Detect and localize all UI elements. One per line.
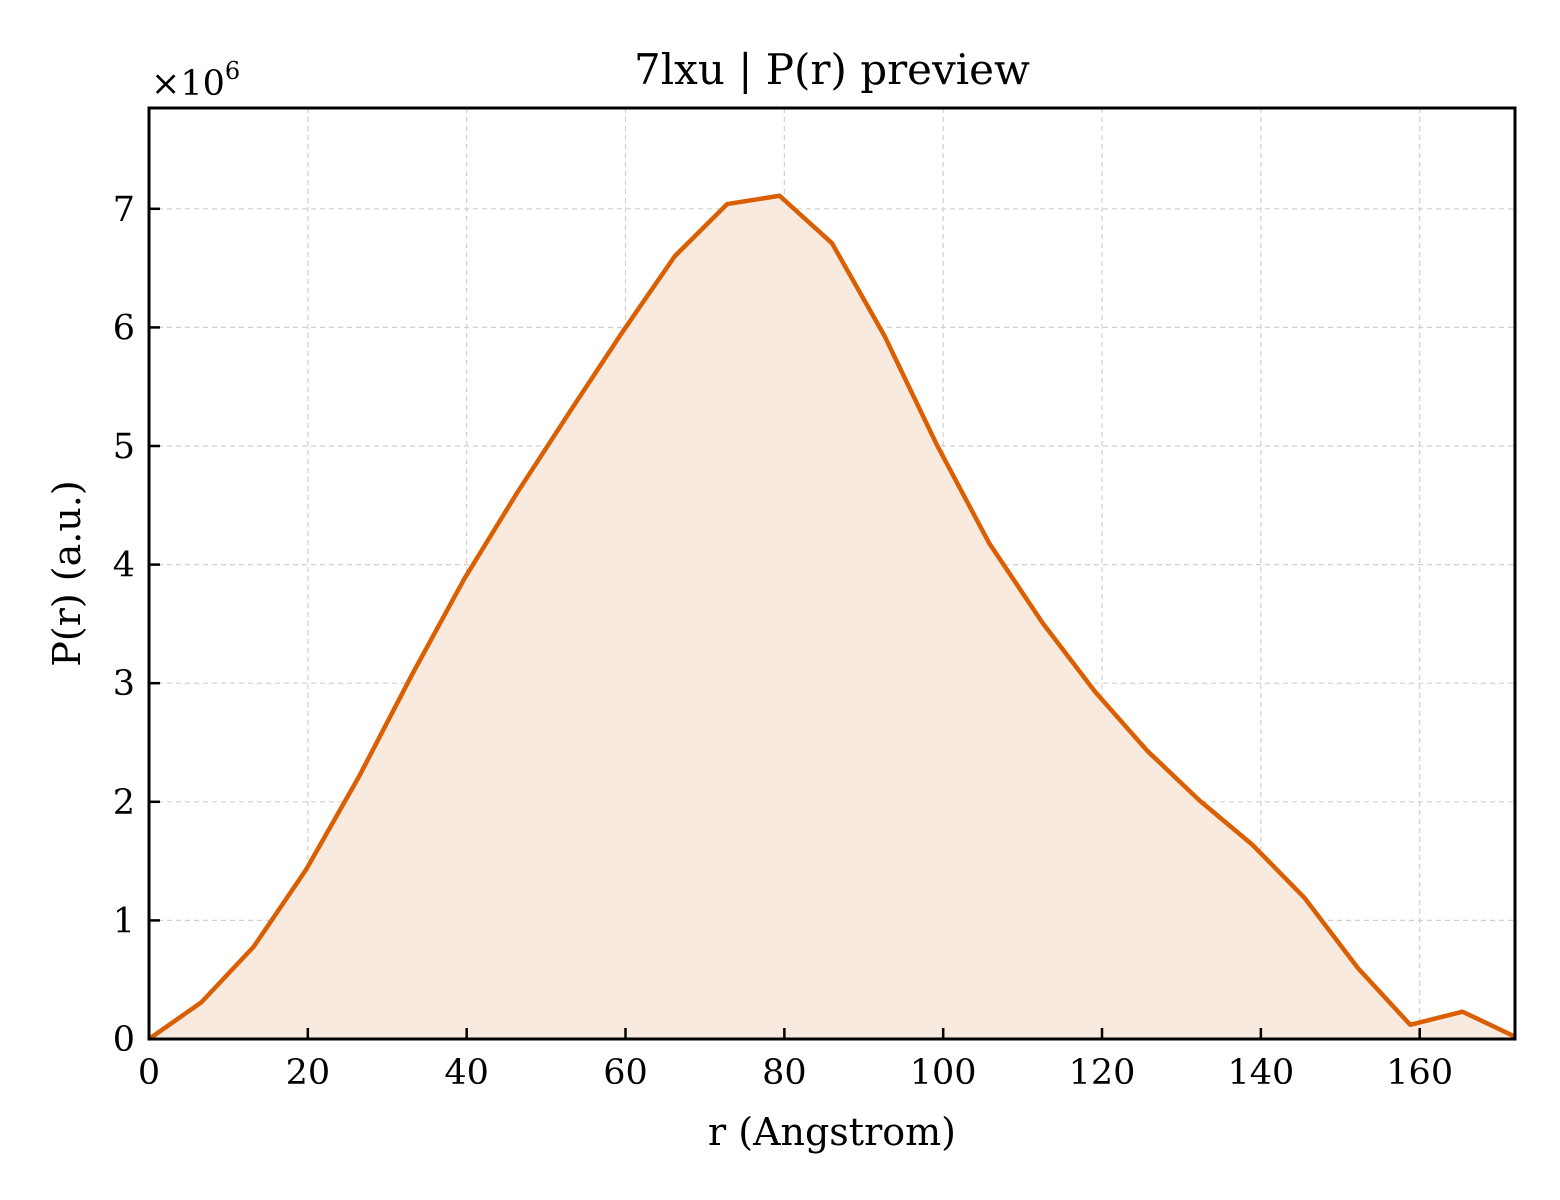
x-axis-label: r (Angstrom) — [708, 1110, 956, 1154]
pr-area-fill — [149, 195, 1515, 1039]
y-tick-label: 3 — [113, 664, 135, 704]
x-tick-label: 20 — [286, 1053, 331, 1093]
y-axis-multiplier-base: ×10 — [151, 64, 225, 104]
y-axis-label: P(r) (a.u.) — [45, 480, 89, 666]
x-tick-label: 0 — [138, 1053, 160, 1093]
plot-frame — [147, 106, 1517, 1041]
axis-ticks: 0 20 40 60 80 100 120 140 160 0 1 2 3 4 5 6 7 — [113, 190, 1453, 1093]
y-axis-multiplier: ×106 — [151, 57, 240, 104]
y-tick-label: 4 — [113, 546, 135, 586]
y-axis-multiplier-exponent: 6 — [225, 57, 240, 85]
y-tick-label: 2 — [113, 783, 135, 823]
x-tick-label: 80 — [762, 1053, 807, 1093]
y-tick-label: 7 — [113, 190, 135, 230]
y-tick-label: 5 — [113, 427, 135, 467]
x-tick-label: 160 — [1386, 1053, 1453, 1093]
x-tick-label: 120 — [1069, 1053, 1136, 1093]
chart-title: 7lxu | P(r) preview — [634, 45, 1030, 94]
x-tick-label: 40 — [444, 1053, 489, 1093]
pr-curve-line — [147, 193, 1516, 1041]
x-tick-label: 100 — [910, 1053, 977, 1093]
y-tick-label: 0 — [113, 1020, 135, 1060]
x-tick-label: 140 — [1227, 1053, 1294, 1093]
x-tick-label: 60 — [603, 1053, 648, 1093]
y-tick-label: 1 — [113, 901, 135, 941]
y-tick-label: 6 — [113, 308, 135, 348]
